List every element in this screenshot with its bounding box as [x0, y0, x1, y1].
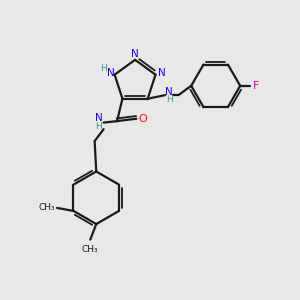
Text: H: H	[95, 122, 102, 131]
Text: H: H	[100, 64, 106, 73]
Text: N: N	[95, 113, 102, 123]
Text: CH₃: CH₃	[39, 203, 55, 212]
Text: CH₃: CH₃	[82, 245, 99, 254]
Text: N: N	[165, 86, 173, 97]
Text: N: N	[131, 50, 139, 59]
Text: H: H	[166, 95, 172, 104]
Text: N: N	[107, 68, 115, 79]
Text: O: O	[138, 114, 147, 124]
Text: F: F	[253, 81, 259, 91]
Text: N: N	[158, 68, 166, 78]
